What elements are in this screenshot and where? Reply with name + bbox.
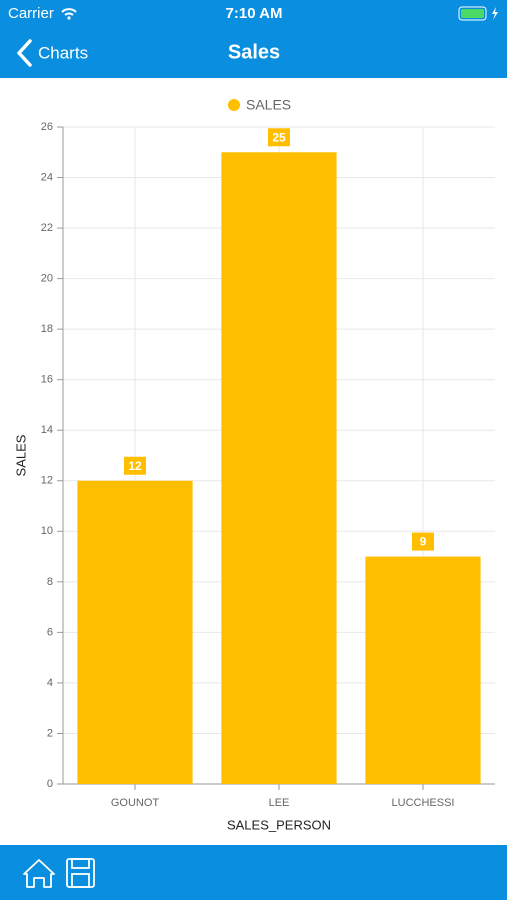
y-tick-label: 18 [41, 323, 53, 335]
clock: 7:10 AM [226, 5, 283, 22]
bar [365, 556, 481, 784]
y-tick-label: 10 [41, 525, 53, 537]
charging-icon [492, 7, 498, 20]
y-tick-label: 14 [41, 424, 53, 436]
legend-label: SALES [246, 97, 291, 113]
save-label[interactable] [71, 858, 90, 869]
x-axis-title: SALES_PERSON [227, 817, 331, 832]
y-axis-title: SALES [13, 434, 28, 476]
y-tick-label: 20 [41, 273, 53, 285]
save-slot[interactable] [71, 873, 90, 888]
bar [221, 152, 337, 784]
value-label: 9 [420, 535, 427, 549]
nav-title: Sales [228, 41, 280, 63]
y-tick-label: 12 [41, 475, 53, 487]
wifi-icon [61, 8, 77, 16]
x-tick-label: LEE [269, 797, 290, 809]
y-tick-label: 22 [41, 222, 53, 234]
y-tick-label: 0 [47, 778, 53, 790]
back-chevron[interactable] [17, 39, 32, 67]
y-tick-label: 6 [47, 626, 53, 638]
x-tick-label: GOUNOT [111, 797, 160, 809]
battery [458, 6, 487, 21]
value-label-bg [124, 456, 146, 475]
legend-marker [228, 99, 240, 111]
y-tick-label: 24 [41, 171, 53, 183]
carrier: Carrier [8, 5, 54, 22]
save-icon[interactable] [66, 858, 95, 888]
value-label-bg [268, 128, 290, 147]
y-tick-label: 16 [41, 374, 53, 386]
y-tick-label: 26 [41, 121, 53, 133]
header-bg [0, 0, 507, 78]
value-label: 12 [128, 459, 142, 473]
bar [77, 480, 193, 784]
home-icon[interactable] [23, 859, 55, 888]
value-label: 25 [272, 130, 286, 144]
value-label-bg [412, 532, 434, 551]
x-tick-label: LUCCHESSI [392, 797, 455, 809]
back-button[interactable]: Charts [38, 43, 88, 62]
battery-level [461, 9, 484, 18]
y-tick-label: 4 [47, 677, 53, 689]
y-tick-label: 8 [47, 576, 53, 588]
wifi-dot [67, 16, 71, 20]
y-tick-label: 2 [47, 727, 53, 739]
toolbar-bg [0, 845, 507, 900]
